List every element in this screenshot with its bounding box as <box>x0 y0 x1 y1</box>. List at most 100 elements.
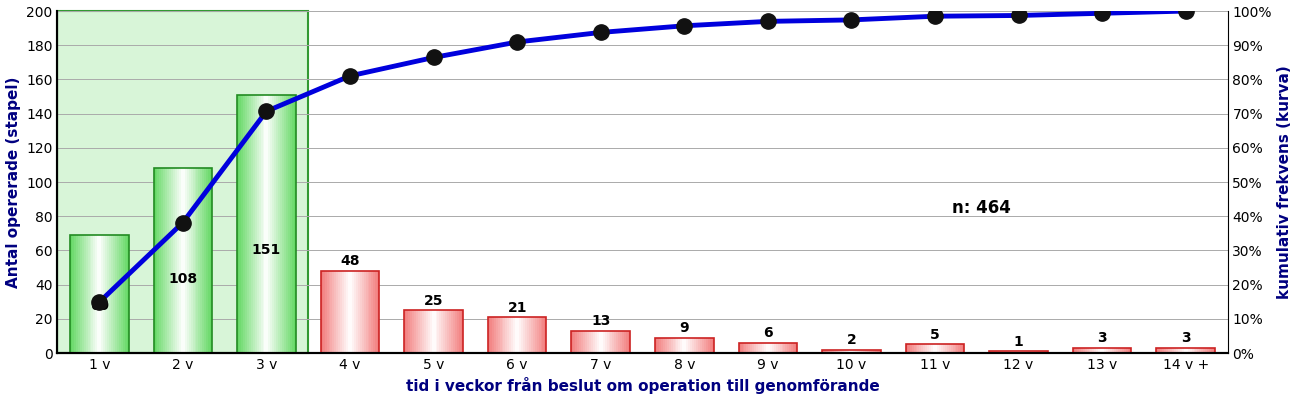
Bar <box>101 235 103 353</box>
Bar <box>945 344 946 353</box>
Bar <box>121 235 123 353</box>
Bar <box>253 95 254 353</box>
Bar <box>626 331 628 353</box>
Bar <box>544 317 546 353</box>
Bar <box>1081 348 1083 353</box>
Bar <box>406 310 408 353</box>
Text: 48: 48 <box>340 254 360 268</box>
Bar <box>910 344 911 353</box>
Bar <box>356 271 358 353</box>
Bar <box>245 95 247 353</box>
Bar <box>593 331 594 353</box>
Bar <box>757 343 758 353</box>
Bar <box>1028 351 1031 353</box>
Bar <box>575 331 578 353</box>
Bar <box>539 317 540 353</box>
Bar <box>408 310 410 353</box>
Bar <box>517 317 519 353</box>
Bar <box>1129 348 1132 353</box>
Bar <box>1075 348 1077 353</box>
Bar <box>774 343 776 353</box>
Bar <box>153 168 212 353</box>
Bar <box>1169 348 1172 353</box>
Bar <box>1031 351 1032 353</box>
Bar <box>793 343 796 353</box>
Text: n: 464: n: 464 <box>951 199 1011 217</box>
Bar <box>411 310 414 353</box>
Bar <box>822 350 880 353</box>
Bar <box>937 344 938 353</box>
Bar <box>776 343 778 353</box>
Bar <box>582 331 583 353</box>
Bar <box>488 317 546 353</box>
Bar <box>202 168 204 353</box>
Bar <box>257 95 258 353</box>
Text: 69: 69 <box>90 299 109 313</box>
Bar <box>832 350 833 353</box>
Bar <box>354 271 356 353</box>
Bar <box>1027 351 1028 353</box>
Bar <box>606 331 609 353</box>
Bar <box>1192 348 1194 353</box>
Bar <box>853 350 855 353</box>
Bar <box>293 95 296 353</box>
Bar <box>785 343 788 353</box>
Bar <box>444 310 445 353</box>
Bar <box>321 271 379 353</box>
Bar <box>117 235 118 353</box>
Bar <box>422 310 424 353</box>
Bar <box>164 168 165 353</box>
Bar <box>1214 348 1215 353</box>
Bar <box>71 235 74 353</box>
Bar <box>605 331 606 353</box>
Bar <box>1179 348 1180 353</box>
Bar <box>536 317 539 353</box>
Bar <box>1172 348 1173 353</box>
Bar <box>659 338 661 353</box>
Bar <box>343 271 344 353</box>
Bar <box>1190 348 1192 353</box>
Bar <box>417 310 418 353</box>
Bar <box>414 310 417 353</box>
Bar <box>706 338 707 353</box>
Bar <box>265 95 266 353</box>
Bar <box>276 95 278 353</box>
Bar <box>1090 348 1093 353</box>
Bar <box>331 271 332 353</box>
Bar <box>868 350 871 353</box>
Bar <box>848 350 849 353</box>
Bar <box>453 310 456 353</box>
Bar <box>160 168 161 353</box>
Bar <box>457 310 459 353</box>
Bar <box>97 235 99 353</box>
Bar <box>519 317 520 353</box>
Bar <box>1097 348 1098 353</box>
Bar <box>86 235 87 353</box>
Bar <box>861 350 863 353</box>
Bar <box>1016 351 1019 353</box>
Bar <box>288 95 289 353</box>
Bar <box>1173 348 1176 353</box>
Bar <box>710 338 711 353</box>
Bar <box>1112 348 1114 353</box>
Bar <box>440 310 441 353</box>
Bar <box>829 350 832 353</box>
Bar <box>688 338 691 353</box>
Bar <box>113 235 114 353</box>
Bar <box>663 338 665 353</box>
Bar <box>1211 348 1214 353</box>
Bar <box>1188 348 1190 353</box>
Bar <box>511 317 513 353</box>
Bar <box>350 271 352 353</box>
Bar <box>694 338 696 353</box>
Bar <box>1116 348 1118 353</box>
Bar <box>524 317 527 353</box>
Bar <box>571 331 630 353</box>
Bar <box>950 344 953 353</box>
Bar <box>347 271 348 353</box>
Bar <box>375 271 378 353</box>
Bar <box>83 235 86 353</box>
Bar <box>864 350 867 353</box>
Bar <box>282 95 284 353</box>
Bar <box>1157 348 1215 353</box>
